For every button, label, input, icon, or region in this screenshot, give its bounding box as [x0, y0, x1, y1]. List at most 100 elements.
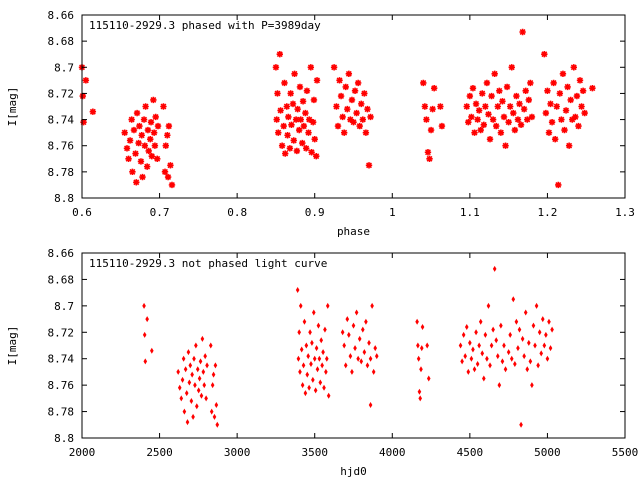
data-point — [325, 355, 329, 362]
y-tick-label: 8.76 — [48, 140, 75, 153]
data-point — [353, 109, 360, 117]
data-point — [288, 121, 295, 128]
data-point — [555, 181, 562, 189]
data-point — [189, 398, 194, 404]
x-tick-label: 4000 — [379, 446, 406, 459]
data-point — [125, 155, 132, 162]
data-point — [510, 109, 517, 117]
data-point — [281, 79, 288, 87]
data-point — [135, 139, 142, 147]
data-point — [350, 118, 357, 126]
data-point — [185, 419, 190, 426]
x-tick-label: 1 — [389, 206, 396, 219]
data-point — [199, 392, 204, 399]
data-point — [133, 179, 140, 186]
data-point — [466, 368, 471, 375]
data-point — [426, 155, 433, 162]
data-point — [186, 349, 191, 356]
data-point — [307, 384, 311, 391]
data-point — [525, 366, 530, 373]
data-point — [522, 87, 529, 95]
data-point — [475, 361, 480, 367]
data-point — [182, 408, 187, 415]
data-point — [195, 366, 200, 373]
data-point — [539, 350, 544, 357]
data-point — [208, 342, 213, 349]
data-point — [205, 362, 209, 369]
unphased-y-axis-label: I[mag] — [6, 326, 19, 366]
data-point — [519, 421, 523, 428]
data-point — [138, 132, 145, 139]
data-point — [302, 109, 309, 117]
x-tick-label: 0.9 — [305, 206, 325, 219]
data-point — [354, 79, 362, 87]
x-tick-label: 1.3 — [615, 206, 635, 219]
data-point — [150, 96, 157, 104]
data-point — [128, 116, 135, 123]
data-point — [215, 421, 220, 428]
data-point — [523, 309, 528, 316]
data-point — [308, 149, 315, 156]
data-point — [499, 322, 503, 329]
data-point — [336, 77, 343, 84]
data-point — [136, 122, 143, 130]
data-point — [570, 64, 578, 71]
x-tick-label: 3000 — [224, 446, 251, 459]
data-point — [325, 302, 330, 309]
data-point — [296, 83, 304, 91]
data-point — [365, 162, 373, 169]
data-point — [357, 335, 362, 342]
data-point — [347, 116, 354, 123]
data-point — [326, 392, 331, 399]
data-point — [303, 390, 308, 397]
data-point — [137, 158, 145, 165]
data-point — [506, 103, 514, 110]
data-point — [356, 355, 360, 362]
data-point — [301, 362, 306, 369]
data-point — [531, 322, 536, 329]
data-point — [527, 79, 534, 87]
data-point — [298, 368, 302, 375]
data-point — [517, 326, 522, 333]
data-point — [343, 362, 348, 369]
data-point — [196, 387, 201, 394]
phased-plot-frame — [81, 14, 626, 199]
data-point — [314, 345, 319, 352]
data-point — [550, 79, 557, 87]
data-point — [551, 135, 559, 143]
data-point — [272, 64, 280, 71]
unphased-chart-title: 115110-2929.3 not phased light curve — [89, 257, 327, 270]
x-tick-label: 1.1 — [460, 206, 480, 219]
data-point — [416, 355, 421, 362]
data-point — [302, 145, 310, 152]
data-point — [576, 77, 584, 84]
data-point — [528, 358, 533, 365]
data-point — [362, 349, 367, 356]
data-point — [147, 135, 154, 143]
phased-x-axis-label: phase — [337, 225, 370, 238]
data-point — [210, 382, 215, 389]
data-point — [183, 366, 188, 373]
data-point — [82, 77, 90, 84]
data-point — [311, 135, 318, 143]
data-point — [348, 96, 356, 104]
data-point — [274, 90, 281, 97]
data-point — [503, 366, 508, 373]
data-point — [307, 64, 315, 71]
phased-points — [78, 28, 596, 189]
data-point — [311, 376, 315, 383]
data-point — [367, 113, 374, 121]
data-point — [284, 132, 291, 139]
data-point — [547, 100, 554, 108]
data-point — [516, 345, 520, 352]
data-point — [437, 103, 444, 110]
data-point — [420, 324, 425, 330]
data-point — [313, 387, 318, 394]
data-point — [502, 142, 509, 149]
data-point — [365, 362, 370, 369]
data-point — [195, 403, 199, 410]
data-point — [339, 113, 346, 121]
data-point — [184, 390, 189, 397]
data-point — [468, 113, 475, 121]
